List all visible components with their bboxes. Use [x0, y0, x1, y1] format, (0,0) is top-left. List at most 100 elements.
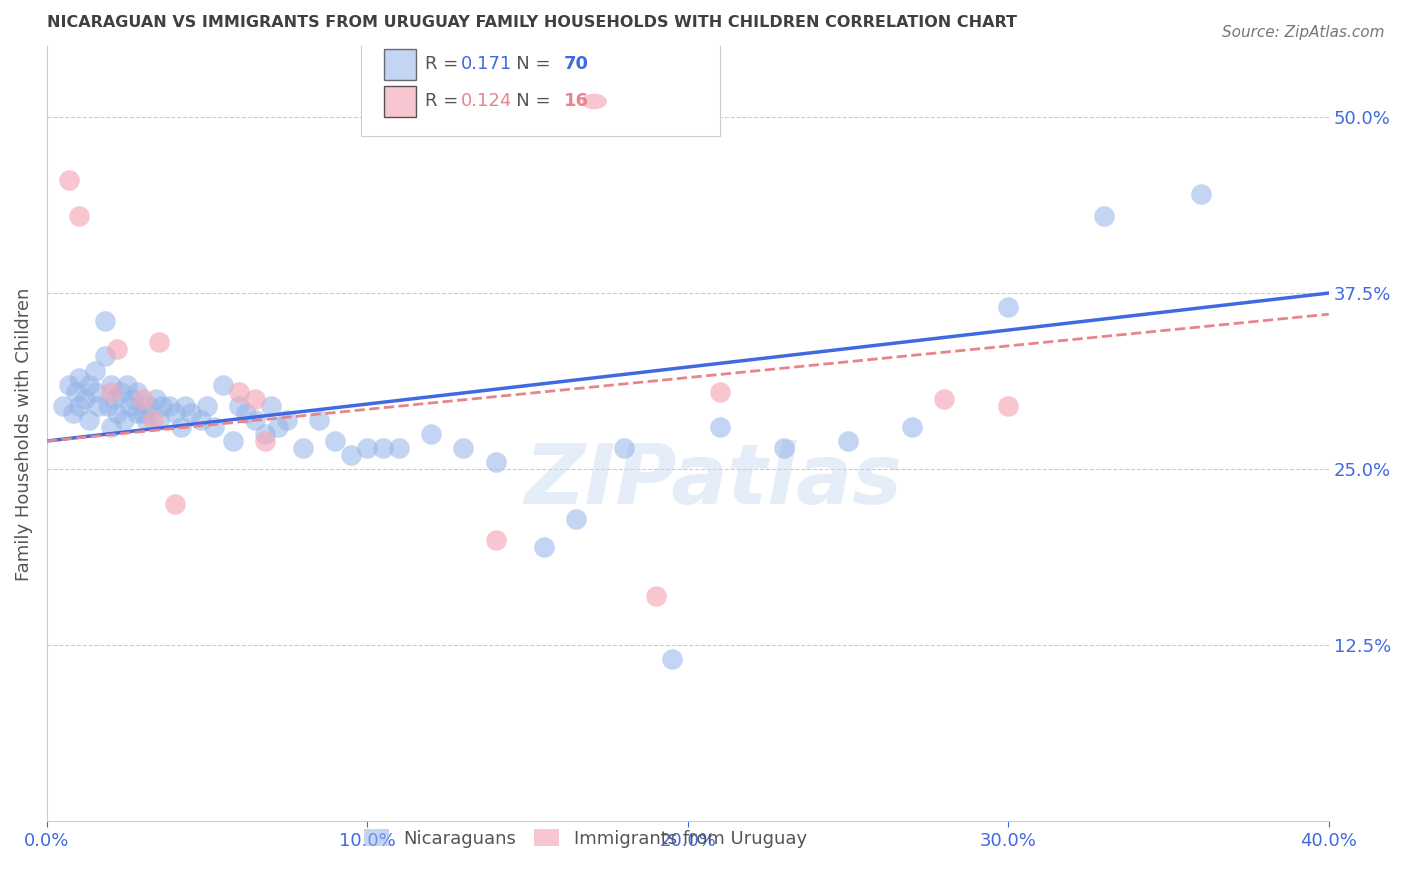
Point: [150, 399, 173, 413]
Point: [65, 384, 87, 399]
Point: [112, 413, 135, 427]
Point: [77, 377, 100, 392]
Point: [145, 392, 167, 406]
Point: [644, 589, 666, 603]
Point: [165, 498, 187, 512]
Point: [202, 420, 225, 434]
Point: [190, 413, 212, 427]
Point: [661, 652, 683, 666]
Point: [138, 399, 160, 413]
Point: [564, 511, 586, 525]
Point: [228, 399, 250, 413]
Point: [709, 384, 731, 399]
Point: [84, 384, 107, 399]
Point: [1094, 209, 1116, 223]
Point: [87, 399, 110, 413]
Point: [245, 413, 267, 427]
Point: [212, 377, 235, 392]
Legend: Nicaraguans, Immigrants from Uruguay: Nicaraguans, Immigrants from Uruguay: [356, 822, 814, 855]
Point: [997, 300, 1019, 314]
Text: R =: R =: [425, 93, 464, 111]
Point: [484, 533, 506, 547]
Point: [1189, 187, 1212, 202]
Point: [773, 441, 796, 455]
Point: [235, 406, 257, 420]
Text: 0.171: 0.171: [461, 55, 512, 73]
Point: [125, 384, 148, 399]
Point: [292, 441, 315, 455]
Point: [132, 406, 155, 420]
Y-axis label: Family Households with Children: Family Households with Children: [15, 287, 32, 581]
Point: [93, 350, 115, 364]
Point: [934, 392, 956, 406]
Point: [388, 441, 411, 455]
Point: [67, 209, 90, 223]
Point: [245, 392, 267, 406]
Point: [356, 441, 378, 455]
Text: 0.124: 0.124: [461, 93, 512, 111]
Point: [67, 399, 90, 413]
Point: [613, 441, 636, 455]
Point: [901, 420, 924, 434]
Text: 70: 70: [564, 55, 589, 73]
Point: [323, 434, 346, 448]
Point: [453, 441, 475, 455]
Point: [105, 406, 128, 420]
Point: [100, 384, 122, 399]
Point: [253, 434, 276, 448]
Point: [420, 427, 443, 442]
Point: [266, 420, 288, 434]
Point: [142, 413, 165, 427]
Circle shape: [582, 94, 607, 109]
Point: [253, 427, 276, 442]
Point: [62, 406, 84, 420]
FancyBboxPatch shape: [361, 31, 720, 136]
Point: [373, 441, 395, 455]
Point: [105, 343, 128, 357]
Point: [125, 406, 148, 420]
Point: [180, 406, 202, 420]
Point: [165, 406, 187, 420]
Point: [148, 413, 170, 427]
Point: [195, 399, 218, 413]
Point: [709, 420, 731, 434]
Text: ZIPatlas: ZIPatlas: [524, 440, 903, 521]
Point: [110, 384, 132, 399]
Point: [97, 399, 120, 413]
Text: N =: N =: [499, 55, 557, 73]
Point: [533, 540, 555, 554]
Point: [157, 399, 180, 413]
Text: Source: ZipAtlas.com: Source: ZipAtlas.com: [1222, 25, 1385, 40]
Point: [276, 413, 298, 427]
Point: [52, 399, 75, 413]
Point: [58, 377, 80, 392]
Point: [997, 399, 1019, 413]
Point: [122, 392, 145, 406]
FancyBboxPatch shape: [384, 49, 416, 79]
Point: [484, 455, 506, 469]
Point: [837, 434, 859, 448]
Point: [222, 434, 245, 448]
Point: [67, 370, 90, 384]
Point: [120, 399, 142, 413]
Point: [115, 377, 138, 392]
Point: [132, 392, 155, 406]
Point: [84, 363, 107, 377]
Point: [135, 413, 157, 427]
Point: [148, 335, 170, 350]
Point: [100, 377, 122, 392]
Point: [77, 413, 100, 427]
Point: [260, 399, 283, 413]
Point: [173, 399, 195, 413]
Point: [58, 173, 80, 187]
Point: [308, 413, 330, 427]
Point: [228, 384, 250, 399]
Text: N =: N =: [499, 93, 557, 111]
Point: [93, 314, 115, 328]
Point: [75, 392, 97, 406]
Point: [170, 420, 193, 434]
Text: 16: 16: [564, 93, 589, 111]
Text: NICARAGUAN VS IMMIGRANTS FROM URUGUAY FAMILY HOUSEHOLDS WITH CHILDREN CORRELATIO: NICARAGUAN VS IMMIGRANTS FROM URUGUAY FA…: [46, 15, 1017, 30]
Point: [103, 392, 125, 406]
Point: [340, 448, 363, 462]
